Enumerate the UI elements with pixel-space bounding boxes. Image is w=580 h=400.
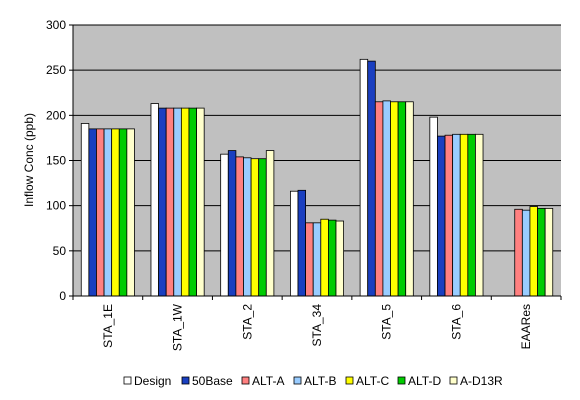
y-tick-label: 0 (59, 289, 66, 303)
y-tick-labels: 0 50 100 150 200 250 300 (46, 18, 66, 303)
y-tick-label: 300 (46, 18, 66, 32)
bar-alt-b-sta_34 (312, 222, 322, 297)
bar-a-d13r-sta_2 (265, 150, 275, 297)
legend-label: 50Base (192, 374, 233, 388)
bar-alt-d-sta_5 (397, 101, 407, 297)
bar-alt-c-sta_34 (320, 218, 329, 297)
x-category-label: STA_5 (380, 304, 394, 340)
y-tick-label: 150 (46, 154, 66, 168)
x-category-labels: STA_1E STA_1W STA_2 STA_34 STA_5 STA_6 EAARes (101, 303, 533, 351)
bars (80, 58, 554, 297)
bar-a-d13r-sta_1e (126, 128, 135, 297)
legend-label: ALT-C (356, 374, 389, 388)
bar-alt-d-sta_6 (467, 133, 476, 297)
bar-design-sta_1e (80, 123, 90, 297)
legend-label: ALT-B (304, 374, 336, 388)
bar-a-d13r-sta_34 (335, 220, 344, 297)
bar-alt-a-eaares (514, 208, 523, 297)
bar-50base-sta_5 (367, 60, 376, 297)
bar-a-d13r-eaares (544, 207, 554, 297)
bar-alt-c-eaares (529, 206, 538, 297)
legend-label: A-D13R (460, 374, 503, 388)
legend-label: ALT-D (408, 374, 441, 388)
y-axis-title: Inflow Conc (ppb) (22, 113, 36, 207)
bar-alt-b-sta_1w (173, 107, 182, 297)
bar-alt-c-sta_5 (390, 101, 399, 297)
legend-swatch (449, 376, 458, 385)
bar-alt-c-sta_1w (180, 107, 190, 297)
y-tick-label: 200 (46, 108, 66, 122)
bar-alt-d-eaares (537, 207, 546, 297)
bar-alt-a-sta_5 (374, 101, 384, 297)
bar-alt-a-sta_34 (305, 222, 314, 297)
x-category-label: STA_6 (449, 304, 463, 340)
bar-alt-b-sta_5 (382, 100, 391, 297)
bar-alt-c-sta_6 (459, 133, 469, 297)
bar-50base-sta_1e (88, 128, 97, 297)
legend-swatch (181, 376, 190, 385)
y-tick-label: 100 (46, 199, 66, 213)
bar-alt-c-sta_2 (250, 158, 260, 297)
legend-swatch (345, 376, 354, 385)
bar-50base-sta_2 (227, 150, 237, 297)
x-category-label: STA_34 (310, 304, 324, 347)
x-category-label: STA_2 (240, 304, 254, 340)
bar-alt-c-sta_1e (111, 128, 120, 297)
legend: Design 50Base ALT-A ALT-B ALT-C ALT-D A-D13R (123, 374, 503, 388)
x-category-label: STA_1E (101, 304, 115, 348)
legend-swatch (293, 376, 302, 385)
bar-design-sta_1w (150, 103, 159, 297)
bar-alt-a-sta_1e (96, 128, 105, 297)
legend-swatch (241, 376, 250, 385)
bar-alt-d-sta_2 (258, 158, 267, 297)
y-tick-label: 250 (46, 63, 66, 77)
bar-alt-b-eaares (521, 209, 531, 297)
bar-50base-sta_1w (158, 107, 167, 297)
bar-50base-sta_6 (437, 135, 446, 297)
legend-label: ALT-A (252, 374, 284, 388)
x-category-label: EAARes (519, 304, 533, 349)
bar-a-d13r-sta_1w (196, 107, 205, 297)
bar-alt-a-sta_1w (165, 107, 175, 297)
bar-50base-sta_34 (297, 189, 306, 297)
bar-a-d13r-sta_5 (405, 101, 414, 297)
y-tick-label: 50 (53, 244, 67, 258)
legend-label: Design (134, 374, 171, 388)
x-category-label: STA_1W (171, 303, 185, 351)
bar-design-sta_2 (220, 153, 229, 297)
bar-alt-d-sta_1e (118, 128, 128, 297)
bar-a-d13r-sta_6 (475, 133, 484, 297)
bar-alt-d-sta_34 (327, 219, 337, 297)
bar-alt-d-sta_1w (188, 107, 197, 297)
bar-alt-a-sta_2 (235, 156, 244, 297)
bar-alt-b-sta_1e (103, 128, 113, 297)
bar-design-sta_5 (359, 58, 369, 297)
bar-alt-b-sta_6 (452, 133, 461, 297)
axes (69, 24, 562, 300)
bar-alt-b-sta_2 (243, 157, 252, 297)
legend-swatch (123, 376, 132, 385)
bar-design-sta_34 (289, 190, 299, 297)
bar-design-sta_6 (429, 116, 438, 297)
legend-swatch (397, 376, 406, 385)
bar-alt-a-sta_6 (444, 134, 454, 297)
